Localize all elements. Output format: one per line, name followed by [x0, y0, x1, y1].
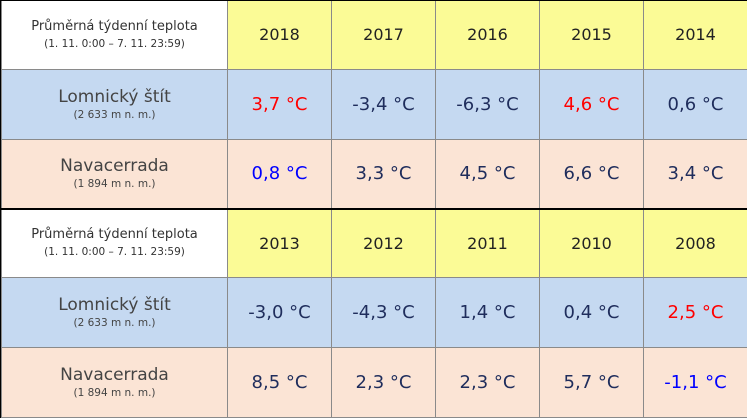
station-name: Navacerrada	[60, 364, 169, 385]
temperature-value: -1,1 °C	[643, 346, 747, 418]
temperature-value: 4,6 °C	[539, 68, 644, 140]
header-row: Průměrná týdenní teplota (1. 11. 0:00 – …	[1, 1, 747, 70]
temperature-value: 2,3 °C	[435, 346, 540, 418]
year-cell: 2011	[435, 208, 540, 278]
temperature-value: 5,7 °C	[539, 346, 644, 418]
header-title: Průměrná týdenní teplota	[31, 227, 198, 243]
station-altitude: (1 894 m n. m.)	[73, 178, 156, 191]
temperature-value: 2,5 °C	[643, 276, 747, 348]
header-period: (1. 11. 0:00 – 7. 11. 23:59)	[44, 37, 185, 50]
header-label-cell: Průměrná týdenní teplota (1. 11. 0:00 – …	[1, 208, 228, 278]
year-cell: 2008	[643, 208, 747, 278]
year-cell: 2010	[539, 208, 644, 278]
temperature-value: -4,3 °C	[331, 276, 436, 348]
year-cell: 2012	[331, 208, 436, 278]
year-cell: 2014	[643, 1, 747, 70]
station-label-cell: Lomnický štít (2 633 m n. m.)	[1, 68, 228, 140]
temperature-value: 6,6 °C	[539, 138, 644, 210]
header-label-cell: Průměrná týdenní teplota (1. 11. 0:00 – …	[1, 1, 228, 70]
year-cell: 2017	[331, 1, 436, 70]
station-altitude: (1 894 m n. m.)	[73, 386, 156, 399]
year-cell: 2018	[227, 1, 332, 70]
station-altitude: (2 633 m n. m.)	[73, 316, 156, 329]
station-label-cell: Navacerrada (1 894 m n. m.)	[1, 138, 228, 210]
temperature-value: 3,7 °C	[227, 68, 332, 140]
temperature-value: 1,4 °C	[435, 276, 540, 348]
temperature-value: -3,4 °C	[331, 68, 436, 140]
station-name: Lomnický štít	[58, 86, 171, 107]
station-label-cell: Lomnický štít (2 633 m n. m.)	[1, 276, 228, 348]
station-row-navacerrada: Navacerrada (1 894 m n. m.) 8,5 °C 2,3 °…	[1, 346, 747, 418]
temperature-value: 3,3 °C	[331, 138, 436, 210]
temperature-value: 8,5 °C	[227, 346, 332, 418]
temperature-value: -3,0 °C	[227, 276, 332, 348]
temperature-value: 0,8 °C	[227, 138, 332, 210]
temperature-value: -6,3 °C	[435, 68, 540, 140]
temperature-value: 4,5 °C	[435, 138, 540, 210]
temperature-value: 3,4 °C	[643, 138, 747, 210]
station-name: Navacerrada	[60, 156, 169, 177]
temperature-value: 0,6 °C	[643, 68, 747, 140]
station-row-navacerrada: Navacerrada (1 894 m n. m.) 0,8 °C 3,3 °…	[1, 138, 747, 210]
station-altitude: (2 633 m n. m.)	[73, 108, 156, 121]
year-cell: 2015	[539, 1, 644, 70]
temperature-value: 0,4 °C	[539, 276, 644, 348]
station-label-cell: Navacerrada (1 894 m n. m.)	[1, 346, 228, 418]
header-title: Průměrná týdenní teplota	[31, 18, 198, 34]
station-row-lomnicky: Lomnický štít (2 633 m n. m.) -3,0 °C -4…	[1, 276, 747, 348]
year-cell: 2016	[435, 1, 540, 70]
header-row: Průměrná týdenní teplota (1. 11. 0:00 – …	[1, 208, 747, 278]
station-row-lomnicky: Lomnický štít (2 633 m n. m.) 3,7 °C -3,…	[1, 68, 747, 140]
station-name: Lomnický štít	[58, 294, 171, 315]
year-cell: 2013	[227, 208, 332, 278]
temperature-value: 2,3 °C	[331, 346, 436, 418]
header-period: (1. 11. 0:00 – 7. 11. 23:59)	[44, 246, 185, 259]
